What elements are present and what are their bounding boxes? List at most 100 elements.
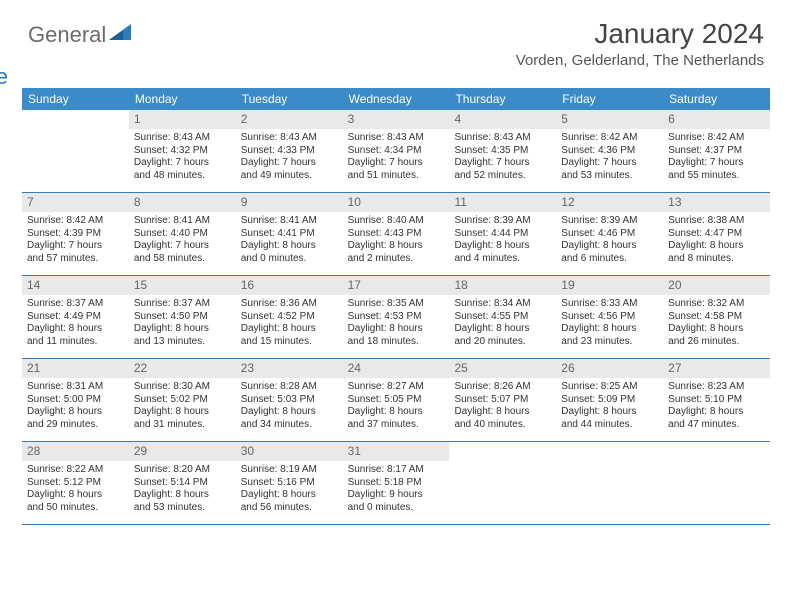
day-number: 25 [449,359,556,378]
week-row: 1Sunrise: 8:43 AMSunset: 4:32 PMDaylight… [22,110,770,193]
day-number: 5 [556,110,663,129]
day-cell: 9Sunrise: 8:41 AMSunset: 4:41 PMDaylight… [236,193,343,275]
weeks-container: 1Sunrise: 8:43 AMSunset: 4:32 PMDaylight… [22,110,770,525]
day-number: 13 [663,193,770,212]
weekday-header: Wednesday [343,88,450,110]
day-number: 12 [556,193,663,212]
day-content: Sunrise: 8:19 AMSunset: 5:16 PMDaylight:… [236,461,343,518]
day-sunset: Sunset: 5:02 PM [134,394,231,407]
day-number: 15 [129,276,236,295]
day-sunrise: Sunrise: 8:43 AM [134,132,231,145]
week-row: 14Sunrise: 8:37 AMSunset: 4:49 PMDayligh… [22,276,770,359]
day-daylight1: Daylight: 8 hours [27,406,124,419]
day-cell: 20Sunrise: 8:32 AMSunset: 4:58 PMDayligh… [663,276,770,358]
day-content: Sunrise: 8:30 AMSunset: 5:02 PMDaylight:… [129,378,236,435]
day-cell: 25 Sunrise: 8:26 AMSunset: 5:07 PMDayligh… [449,359,556,441]
day-number [556,442,663,461]
day-content: Sunrise: 8:43 AMSunset: 4:33 PMDaylight:… [236,129,343,186]
day-daylight1: Daylight: 7 hours [134,157,231,170]
day-cell: 21Sunrise: 8:31 AMSunset: 5:00 PMDayligh… [22,359,129,441]
calendar: Sunday Monday Tuesday Wednesday Thursday… [22,88,770,525]
day-cell [22,110,129,192]
day-sunset: Sunset: 4:46 PM [561,228,658,241]
location-text: Vorden, Gelderland, The Netherlands [516,52,764,69]
day-sunrise: Sunrise: 8:33 AM [561,298,658,311]
day-cell [663,442,770,524]
day-daylight2: and 13 minutes. [134,336,231,349]
day-cell: 8Sunrise: 8:41 AMSunset: 4:40 PMDaylight… [129,193,236,275]
day-sunrise: Sunrise: 8:37 AM [27,298,124,311]
day-daylight1: Daylight: 8 hours [134,323,231,336]
day-sunset: Sunset: 4:40 PM [134,228,231,241]
day-sunset: Sunset: 4:36 PM [561,145,658,158]
day-daylight2: and 15 minutes. [241,336,338,349]
day-number: 7 [22,193,129,212]
day-sunset: Sunset: 5:18 PM [348,477,445,490]
day-sunrise: Sunrise: 8:35 AM [348,298,445,311]
day-sunrise: Sunrise: 8:36 AM [241,298,338,311]
day-sunset: Sunset: 5:07 PM [454,394,551,407]
day-number: 24 [343,359,450,378]
day-daylight2: and 2 minutes. [348,253,445,266]
day-content: Sunrise: 8:36 AMSunset: 4:52 PMDaylight:… [236,295,343,352]
day-number: 21 [22,359,129,378]
weekday-header: Saturday [663,88,770,110]
day-content: Sunrise: 8:23 AMSunset: 5:10 PMDaylight:… [663,378,770,435]
day-number: 23 [236,359,343,378]
day-daylight1: Daylight: 8 hours [561,406,658,419]
day-daylight1: Daylight: 7 hours [27,240,124,253]
day-content: Sunrise: 8:28 AMSunset: 5:03 PMDaylight:… [236,378,343,435]
day-daylight1: Daylight: 7 hours [454,157,551,170]
day-sunrise: Sunrise: 8:43 AM [348,132,445,145]
logo-triangle-icon [109,24,135,42]
day-daylight2: and 58 minutes. [134,253,231,266]
day-sunset: Sunset: 4:32 PM [134,145,231,158]
day-daylight2: and 47 minutes. [668,419,765,432]
day-sunset: Sunset: 5:05 PM [348,394,445,407]
day-cell: 4Sunrise: 8:43 AMSunset: 4:35 PMDaylight… [449,110,556,192]
day-daylight1: Daylight: 8 hours [668,406,765,419]
day-sunrise: Sunrise: 8:30 AM [134,381,231,394]
day-number: 8 [129,193,236,212]
logo-word-2: Blue [0,64,71,90]
day-sunrise: Sunrise: 8:42 AM [27,215,124,228]
day-sunset: Sunset: 5:10 PM [668,394,765,407]
day-daylight1: Daylight: 9 hours [348,489,445,502]
day-sunrise: Sunrise: 8:26 AM [454,381,551,394]
day-cell: 18Sunrise: 8:34 AMSunset: 4:55 PMDayligh… [449,276,556,358]
weekday-header: Monday [129,88,236,110]
day-cell: 5Sunrise: 8:42 AMSunset: 4:36 PMDaylight… [556,110,663,192]
day-daylight2: and 51 minutes. [348,170,445,183]
day-cell: 23Sunrise: 8:28 AMSunset: 5:03 PMDayligh… [236,359,343,441]
day-sunrise: Sunrise: 8:17 AM [348,464,445,477]
day-daylight2: and 40 minutes. [454,419,551,432]
day-cell [449,442,556,524]
day-daylight1: Daylight: 8 hours [134,489,231,502]
weekday-header: Sunday [22,88,129,110]
day-sunset: Sunset: 5:12 PM [27,477,124,490]
day-content: Sunrise: 8:39 AMSunset: 4:46 PMDaylight:… [556,212,663,269]
day-number: 14 [22,276,129,295]
day-number: 29 [129,442,236,461]
day-daylight1: Daylight: 8 hours [454,406,551,419]
day-daylight1: Daylight: 8 hours [241,406,338,419]
title-block: January 2024 Vorden, Gelderland, The Net… [516,18,764,69]
day-sunset: Sunset: 4:41 PM [241,228,338,241]
day-sunset: Sunset: 4:39 PM [27,228,124,241]
day-daylight2: and 6 minutes. [561,253,658,266]
day-sunrise: Sunrise: 8:20 AM [134,464,231,477]
day-daylight1: Daylight: 8 hours [241,323,338,336]
day-content: Sunrise: 8:42 AMSunset: 4:39 PMDaylight:… [22,212,129,269]
day-cell: 31Sunrise: 8:17 AMSunset: 5:18 PMDayligh… [343,442,450,524]
day-daylight1: Daylight: 8 hours [241,489,338,502]
day-sunrise: Sunrise: 8:34 AM [454,298,551,311]
day-cell: 1Sunrise: 8:43 AMSunset: 4:32 PMDaylight… [129,110,236,192]
day-cell: 2Sunrise: 8:43 AMSunset: 4:33 PMDaylight… [236,110,343,192]
day-number: 28 [22,442,129,461]
day-sunrise: Sunrise: 8:31 AM [27,381,124,394]
day-cell: 27Sunrise: 8:23 AMSunset: 5:10 PMDayligh… [663,359,770,441]
day-sunrise: Sunrise: 8:43 AM [241,132,338,145]
day-number: 4 [449,110,556,129]
day-cell: 30Sunrise: 8:19 AMSunset: 5:16 PMDayligh… [236,442,343,524]
day-sunset: Sunset: 4:37 PM [668,145,765,158]
